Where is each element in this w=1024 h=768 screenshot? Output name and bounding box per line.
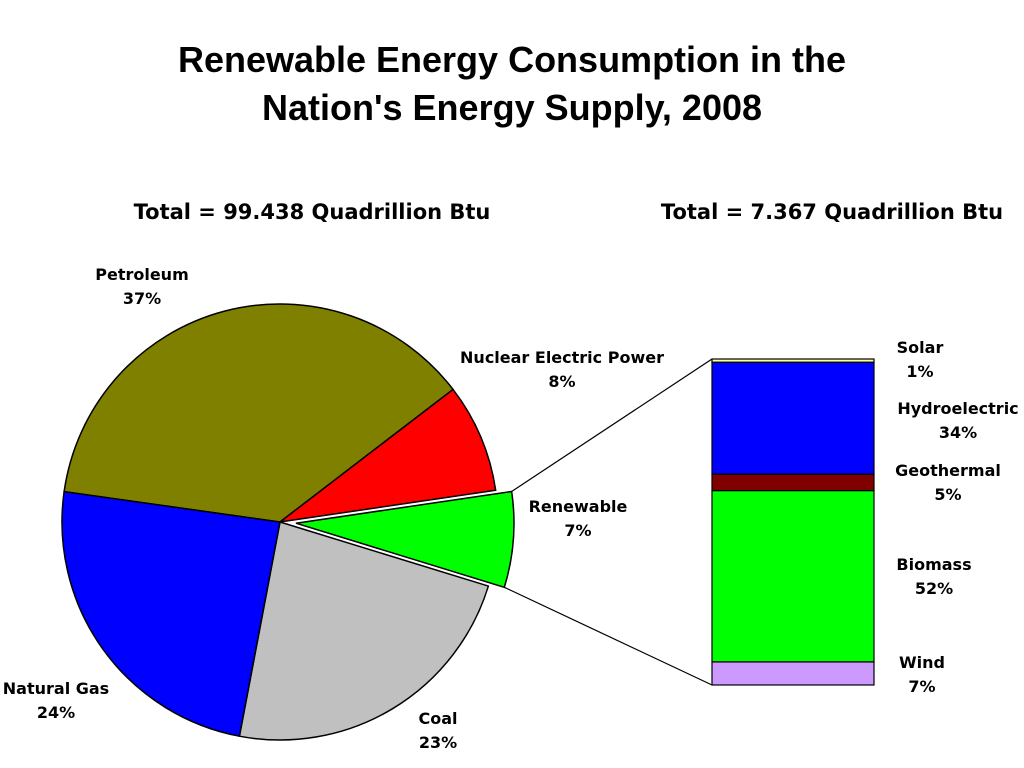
bar-label-hydroelectric-percent: 34% — [939, 423, 977, 442]
bar-segment-hydroelectric — [711, 361, 875, 475]
bar-label-hydroelectric: Hydroelectric 34% — [897, 399, 1018, 442]
bar-label-solar-name: Solar — [897, 338, 944, 357]
bar-label-biomass-name: Biomass — [896, 555, 971, 574]
bar-label-biomass-percent: 52% — [915, 579, 953, 598]
pie-chart — [61, 303, 515, 741]
pie-label-nuclear-electric-power-percent: 8% — [548, 372, 575, 391]
pie-label-petroleum: Petroleum 37% — [95, 265, 189, 308]
stacked-bar-chart — [711, 358, 875, 686]
bar-label-hydroelectric-name: Hydroelectric — [897, 399, 1018, 418]
bar-label-geothermal-percent: 5% — [934, 485, 961, 504]
slide-title: Renewable Energy Consumption in the Nati… — [0, 36, 1024, 132]
bar-label-geothermal-name: Geothermal — [895, 461, 1001, 480]
pie-total-label: Total = 99.438 Quadrillion Btu — [134, 200, 491, 224]
chart-labels: Petroleum 37% Nuclear Electric Power 8% Rene… — [3, 265, 1019, 752]
pie-label-renewable: Renewable 7% — [529, 497, 628, 540]
pie-slice-renewable — [295, 490, 515, 589]
pie-label-natural-gas-percent: 24% — [37, 703, 75, 722]
pie-label-coal: Coal 23% — [418, 709, 457, 752]
bar-label-solar: Solar 1% — [897, 338, 944, 381]
bar-label-wind: Wind 7% — [899, 653, 945, 696]
connector-line-top — [511, 358, 713, 493]
pie-label-coal-percent: 23% — [419, 733, 457, 752]
bar-segment-wind — [711, 661, 875, 686]
pie-label-nuclear-electric-power-name: Nuclear Electric Power — [460, 348, 664, 367]
connector-line-bottom — [504, 586, 713, 686]
pie-label-natural-gas-name: Natural Gas — [3, 679, 109, 698]
pie-slice-coal — [238, 521, 490, 741]
slide-title-line-1: Renewable Energy Consumption in the — [177, 39, 847, 80]
pie-slice-natural-gas — [61, 490, 281, 738]
bar-label-wind-name: Wind — [899, 653, 945, 672]
bar-segment-biomass — [711, 490, 875, 663]
pie-label-renewable-name: Renewable — [529, 497, 628, 516]
pie-label-nuclear-electric-power: Nuclear Electric Power 8% — [460, 348, 664, 391]
pie-label-petroleum-percent: 37% — [123, 289, 161, 308]
pie-label-natural-gas: Natural Gas 24% — [3, 679, 109, 722]
slide-title-line-2: Nation's Energy Supply, 2008 — [261, 87, 763, 128]
bar-label-solar-percent: 1% — [906, 362, 933, 381]
bar-segment-geothermal — [711, 473, 875, 492]
pie-label-renewable-percent: 7% — [564, 521, 591, 540]
bar-label-geothermal: Geothermal 5% — [895, 461, 1001, 504]
pie-slice-nuclear-electric-power — [277, 388, 497, 524]
pie-label-petroleum-name: Petroleum — [95, 265, 189, 284]
bar-label-biomass: Biomass 52% — [896, 555, 971, 598]
bar-label-wind-percent: 7% — [908, 677, 935, 696]
connector-lines — [504, 358, 713, 686]
bar-total-label: Total = 7.367 Quadrillion Btu — [661, 200, 1003, 224]
pie-slice-petroleum — [63, 303, 455, 523]
pie-label-coal-name: Coal — [418, 709, 457, 728]
